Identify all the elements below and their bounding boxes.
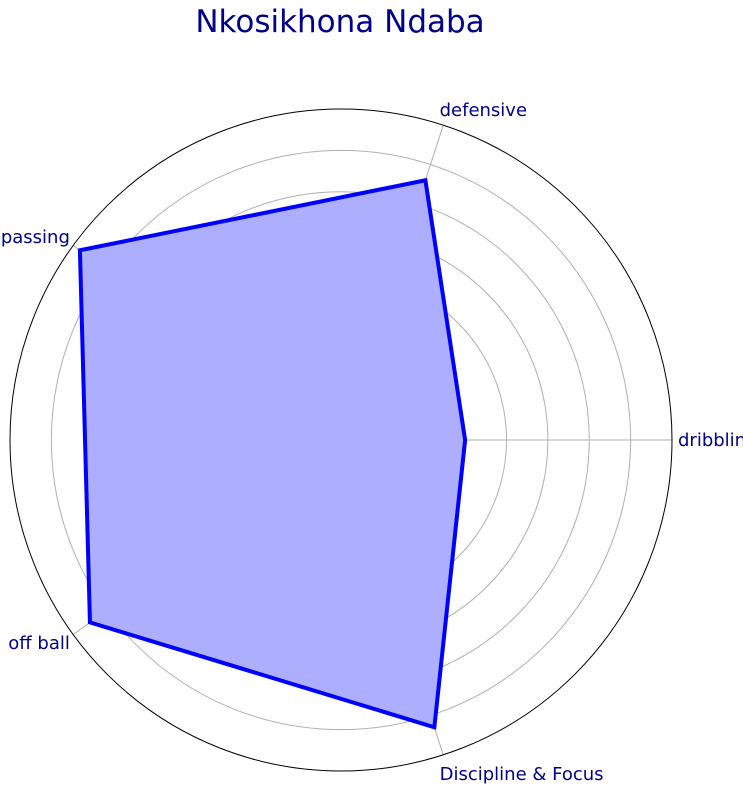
chart-title: Nkosikhona Ndaba: [195, 4, 485, 40]
axis-label: off ball: [8, 633, 70, 654]
axis-label: Discipline & Focus: [440, 764, 604, 785]
label-layer: dribbling defensive passing off ball Discipl…: [1, 100, 743, 785]
series-line: [77, 177, 468, 730]
data-layer: [77, 177, 468, 730]
outer-frame: [9, 108, 673, 772]
axis-label: dribbling: [678, 430, 743, 451]
axis-label: passing: [1, 227, 70, 248]
series-area: [79, 180, 466, 728]
axis-label: defensive: [440, 100, 527, 121]
